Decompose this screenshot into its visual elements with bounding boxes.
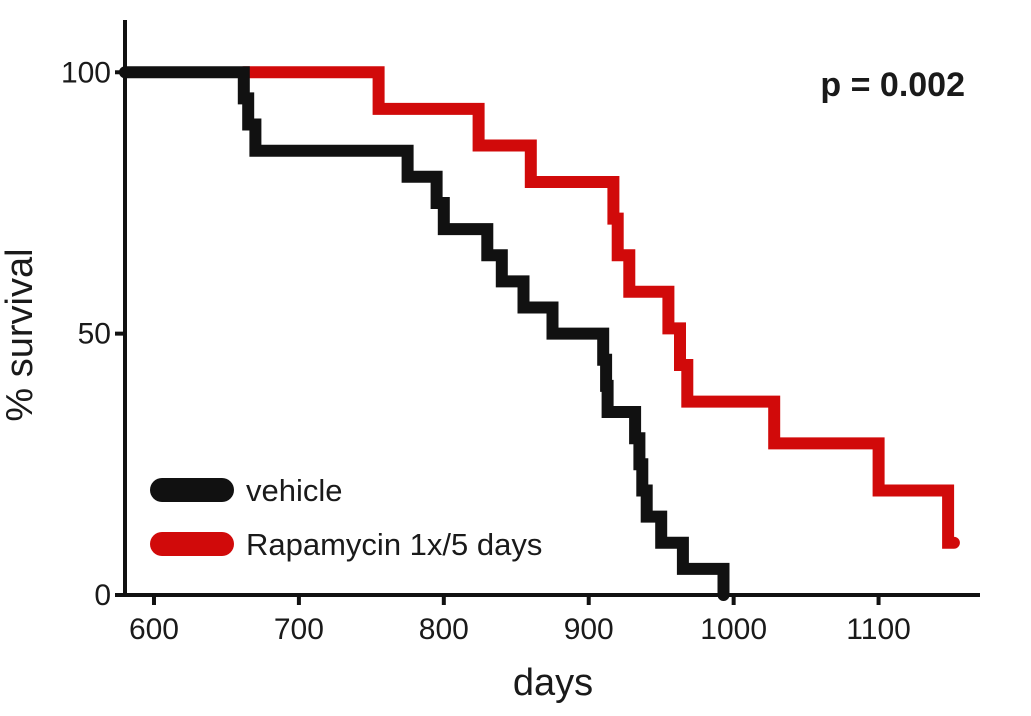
series-line-vehicle (119, 66, 730, 601)
axes: 600 700 800 900 1000 1100 0 50 100 (61, 20, 980, 646)
x-tick-label: 1100 (846, 613, 911, 646)
x-tick-label: 800 (419, 613, 469, 646)
y-axis-title: % survival (0, 248, 41, 421)
x-axis-title: days (513, 662, 593, 704)
y-tick-label: 50 (78, 318, 111, 351)
x-tick-label: 900 (564, 613, 614, 646)
x-tick-label: 600 (129, 613, 179, 646)
legend-label: Rapamycin 1x/5 days (246, 527, 542, 562)
series-layer (119, 66, 960, 601)
legend-label: vehicle (246, 473, 343, 508)
p-value-annotation: p = 0.002 (820, 66, 965, 104)
series-line-rapamycin (237, 66, 960, 549)
y-tick-label: 0 (94, 579, 111, 612)
y-tick-label: 100 (61, 56, 111, 89)
x-tick-label: 1000 (700, 613, 767, 646)
legend: vehicle Rapamycin 1x/5 days (150, 473, 542, 562)
x-tick-label: 700 (274, 613, 324, 646)
